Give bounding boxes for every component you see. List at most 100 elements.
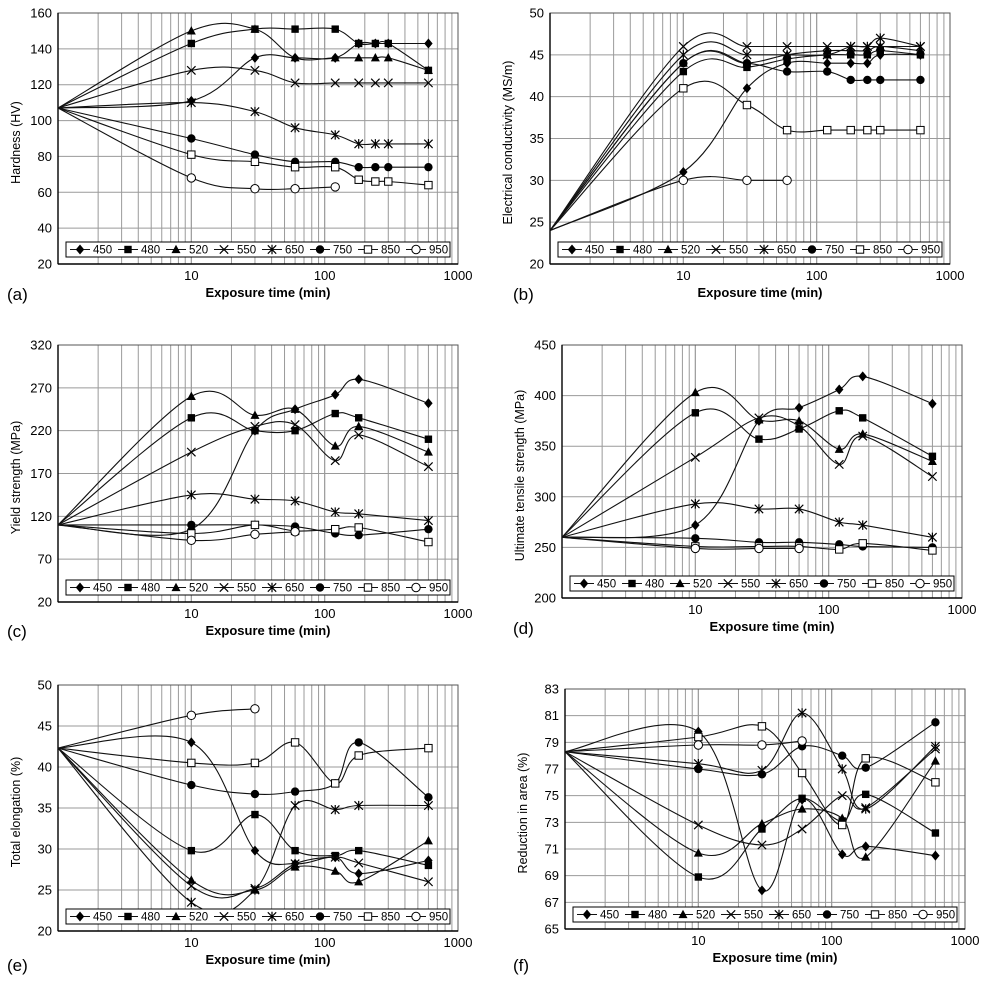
data-point-480 [371,39,380,48]
legend-marker-550 [219,911,229,922]
x-tick-label: 1000 [948,602,977,617]
data-point-550 [186,447,196,457]
data-point-750 [187,780,196,790]
data-point-520 [423,65,433,74]
data-point-850 [290,162,300,172]
panel-label: (a) [7,285,28,304]
data-point-650 [822,50,832,60]
y-tick-label: 45 [530,47,544,62]
data-point-450 [250,52,260,63]
y-axis-label: Ultimate tensile strength (MPa) [513,390,527,562]
legend-marker-950 [411,582,421,593]
legend-marker-520 [678,909,688,919]
data-point-650 [370,139,380,149]
data-point-550 [875,41,885,52]
data-point-520 [186,26,196,35]
y-axis-label: Yield strength (MPa) [9,421,23,534]
series-line-650 [549,37,921,231]
data-point-750 [863,75,872,85]
data-point-850 [876,125,885,135]
x-axis-label: Exposure time (min) [206,952,331,967]
legend-label: 750 [840,910,859,922]
data-point-950 [186,173,197,183]
data-point-520 [754,415,764,424]
x-tick-label: 1000 [444,268,473,283]
series-group [561,371,938,555]
panel-label: (d) [513,619,534,638]
data-point-480 [679,67,688,76]
legend-marker-450 [75,911,85,922]
data-point-950 [330,182,340,192]
data-point-520 [930,756,940,765]
legend-marker-520 [171,582,181,592]
data-point-480 [847,51,855,59]
data-point-520 [330,866,340,875]
panel-label: (c) [7,622,27,641]
legend-marker-650 [759,244,769,255]
data-point-450 [863,58,872,69]
data-point-520 [423,447,433,456]
data-point-520 [861,852,871,861]
legend-label: 450 [93,912,112,924]
data-point-750 [187,134,196,143]
y-tick-label: 25 [38,883,52,898]
legend-box [65,908,451,925]
data-point-650 [858,520,868,530]
legend-label: 750 [837,579,856,591]
legend-box [557,241,943,258]
legend-label: 650 [792,910,811,922]
legend-marker-750 [315,583,325,592]
chart-panel-e: 20 25 30 35 40 45 50 10 100 1000 Exposure time (mi… [7,678,472,976]
data-point-520 [354,421,364,430]
data-point-450 [742,83,752,94]
x-tick-label: 1000 [444,935,473,950]
series-line-950 [564,740,803,753]
data-point-950 [250,529,260,540]
data-point-850 [861,754,870,763]
legend-marker-650 [267,911,277,922]
legend-label: 550 [237,583,256,595]
data-point-520 [186,875,196,884]
series-line-850 [549,80,921,231]
data-point-520 [927,456,937,465]
data-point-950 [757,740,767,750]
legend-marker-950 [918,909,928,920]
data-point-550 [797,824,807,834]
data-point-950 [290,527,300,537]
data-point-480 [355,846,363,855]
legend-box [65,241,451,258]
data-point-650 [862,41,872,52]
y-tick-label: 25 [530,215,544,230]
data-point-850 [797,768,807,778]
data-point-950 [754,543,764,554]
legend-label: 450 [600,910,619,922]
data-point-850 [916,125,925,135]
data-point-550 [693,820,703,830]
y-tick-label: 450 [534,338,556,353]
data-point-480 [691,409,700,417]
data-point-650 [423,515,434,526]
legend-label: 520 [189,912,208,924]
data-point-750 [354,738,363,747]
plot-area [562,345,962,598]
x-tick-label: 100 [818,602,840,617]
data-point-850 [694,732,703,742]
y-tick-label: 71 [545,842,559,857]
data-point-450 [928,398,937,409]
data-point-650 [742,50,752,60]
y-tick-label: 40 [38,221,52,236]
legend-marker-850 [363,245,373,254]
x-tick-label: 10 [691,933,705,948]
x-tick-label: 10 [676,268,690,283]
data-point-750 [861,763,870,772]
chart-panel-f: 65 67 69 71 73 75 77 79 81 83 10 100 1000 Exposure ti… [513,682,979,976]
legend-marker-950 [411,911,421,922]
data-point-550 [423,462,434,472]
y-tick-label: 81 [545,708,559,723]
panel-label: (b) [513,285,534,304]
x-tick-label: 10 [184,935,198,950]
legend-marker-480 [124,245,132,254]
data-point-480 [798,794,806,803]
data-point-480 [862,790,870,799]
legend-label: 480 [141,245,160,257]
